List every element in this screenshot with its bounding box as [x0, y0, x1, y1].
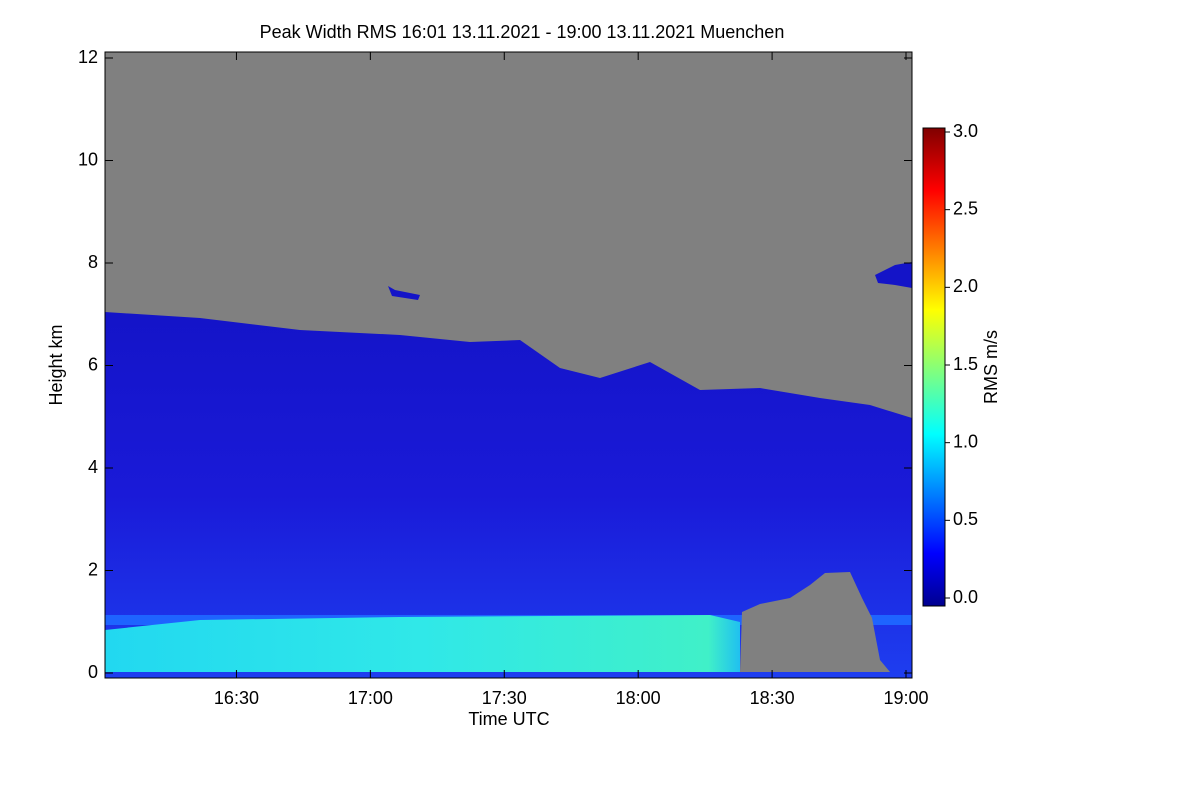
y-tick-label: 6 [88, 354, 98, 374]
no-data-gap [740, 572, 890, 672]
y-tick-label: 0 [88, 662, 98, 682]
y-tick-label: 4 [88, 457, 98, 477]
colorbar-tick-label: 1.5 [953, 354, 978, 374]
x-tick-label: 18:30 [750, 688, 795, 708]
colorbar-label: RMS m/s [981, 330, 1001, 404]
x-tick-label: 18:00 [616, 688, 661, 708]
colorbar-tick-label: 0.5 [953, 509, 978, 529]
colorbar-tick-label: 0.0 [953, 587, 978, 607]
colorbar-tick-label: 3.0 [953, 121, 978, 141]
y-tick-label: 8 [88, 252, 98, 272]
colorbar-tick-label: 2.5 [953, 198, 978, 218]
cloud-patch [875, 262, 912, 288]
chart-title: Peak Width RMS 16:01 13.11.2021 - 19:00 … [260, 22, 785, 42]
x-tick-label: 19:00 [883, 688, 928, 708]
colorbar [922, 127, 946, 607]
x-tick-label: 17:00 [348, 688, 393, 708]
field [105, 52, 912, 678]
low-layer [105, 615, 740, 672]
y-axis-label: Height km [46, 324, 66, 405]
x-axis-label: Time UTC [468, 709, 549, 729]
y-tick-label: 10 [78, 149, 98, 169]
cloud-patch [388, 286, 420, 300]
x-tick-label: 16:30 [214, 688, 259, 708]
colorbar-tick-label: 2.0 [953, 276, 978, 296]
y-tick-label: 12 [78, 47, 98, 67]
cloud-region [105, 312, 912, 678]
colorbar-tick-label: 1.0 [953, 431, 978, 451]
x-tick-label: 17:30 [482, 688, 527, 708]
y-tick-label: 2 [88, 559, 98, 579]
